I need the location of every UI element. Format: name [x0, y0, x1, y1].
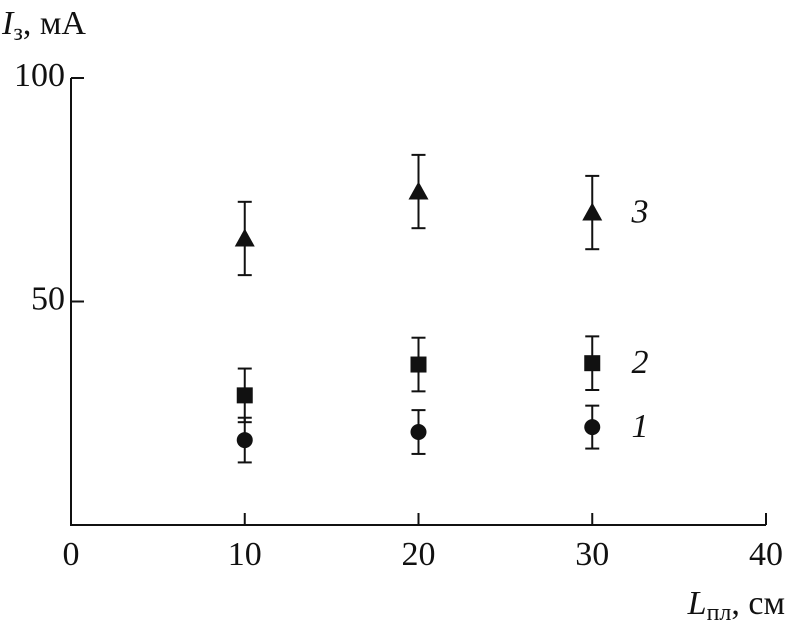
x-tick-label: 40 — [749, 536, 783, 573]
axes — [70, 78, 766, 526]
x-axis-label: Lпл, см — [687, 585, 785, 626]
y-tick-label: 100 — [14, 57, 65, 94]
x-tick-label: 30 — [575, 536, 609, 573]
series-label: 3 — [631, 193, 649, 230]
point — [236, 432, 253, 449]
point — [408, 181, 429, 200]
y-tick-label: 50 — [31, 280, 65, 317]
point — [410, 356, 427, 373]
x-tick-label: 10 — [228, 536, 262, 573]
y-axis-label: Iз, мА — [1, 5, 86, 46]
x-tick-label: 0 — [63, 536, 80, 573]
series-label: 1 — [632, 408, 649, 445]
point — [584, 355, 601, 372]
point — [234, 228, 255, 247]
x-tick-label: 20 — [402, 536, 436, 573]
point — [584, 419, 601, 436]
point — [236, 387, 253, 404]
point — [410, 424, 427, 441]
series-label: 2 — [632, 344, 649, 381]
point — [582, 202, 603, 221]
